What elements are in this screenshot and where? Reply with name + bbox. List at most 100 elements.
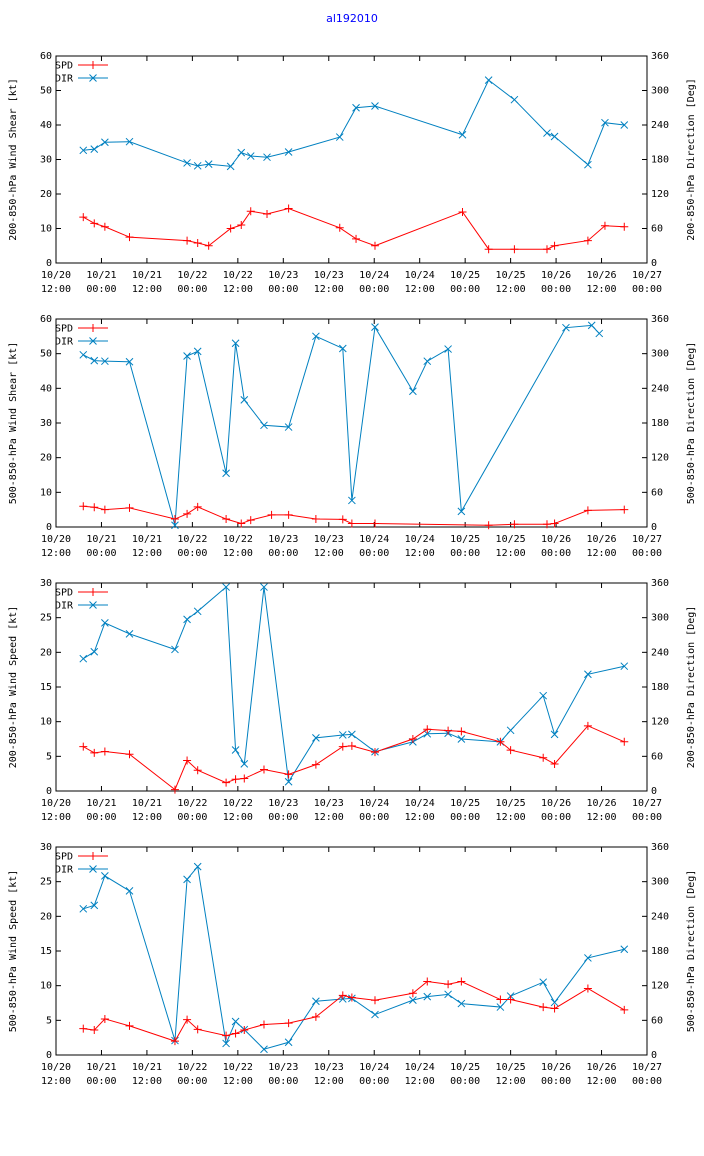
x-tick-label-time: 12:00: [132, 1076, 162, 1087]
data-point-spd: [193, 766, 202, 775]
x-tick-label-date: 10/26: [541, 270, 571, 281]
data-point-spd: [231, 775, 240, 784]
data-point-spd: [542, 520, 551, 529]
y-tick-label-left: 15: [40, 682, 52, 693]
x-tick-label-date: 10/24: [359, 1062, 389, 1073]
y-tick-label-left: 25: [40, 613, 52, 624]
data-point-spd: [600, 221, 609, 230]
data-point-spd: [620, 505, 629, 514]
x-tick-label-time: 12:00: [496, 548, 526, 559]
data-point-spd: [370, 748, 379, 757]
y-tick-label-left: 25: [40, 877, 52, 888]
y-tick-label-right: 60: [651, 487, 663, 498]
data-point-spd: [510, 520, 519, 529]
data-point-dir: [226, 162, 235, 171]
data-point-dir: [125, 629, 134, 638]
data-point-dir: [423, 992, 432, 1001]
x-tick-label-date: 10/22: [177, 270, 207, 281]
data-point-spd: [444, 726, 453, 735]
x-tick-label-date: 10/26: [541, 798, 571, 809]
legend-label-dir: DIR: [55, 74, 74, 85]
y-tick-label-right: 300: [651, 613, 669, 624]
data-point-dir: [312, 332, 320, 341]
data-point-spd: [259, 765, 268, 774]
x-tick-label-date: 10/25: [496, 798, 526, 809]
x-tick-label-time: 12:00: [314, 1076, 344, 1087]
data-point-spd: [170, 515, 179, 524]
y-tick-label-left: 50: [40, 349, 52, 360]
x-tick-label-date: 10/21: [132, 534, 162, 545]
x-tick-label-date: 10/27: [632, 798, 662, 809]
data-point-spd: [125, 503, 134, 512]
data-point-dir: [222, 469, 230, 478]
series-line-dir: [83, 324, 600, 526]
y-tick-label-right: 120: [651, 453, 669, 464]
series-spd: [79, 502, 629, 530]
legend-label-dir: DIR: [55, 865, 74, 876]
data-point-spd: [496, 737, 505, 746]
y-tick-label-left: 5: [46, 1015, 52, 1026]
x-tick-label-time: 00:00: [177, 284, 207, 295]
x-tick-label-date: 10/23: [314, 798, 344, 809]
data-point-spd: [284, 1019, 293, 1028]
data-point-spd: [222, 778, 231, 787]
y-axis-label-right: 500-850-hPa Direction [Deg]: [686, 870, 697, 1033]
x-tick-label-date: 10/25: [450, 798, 480, 809]
x-tick-label-date: 10/25: [496, 270, 526, 281]
data-point-dir: [193, 607, 202, 616]
x-tick-label-time: 12:00: [314, 812, 344, 823]
data-point-dir: [222, 1039, 230, 1048]
data-point-dir: [79, 350, 88, 359]
y-tick-label-right: 180: [651, 418, 669, 429]
x-tick-label-time: 00:00: [268, 812, 298, 823]
data-point-spd: [338, 515, 347, 524]
data-point-dir: [352, 103, 360, 112]
data-point-dir: [183, 352, 191, 360]
x-tick-label-time: 00:00: [177, 548, 207, 559]
x-tick-label-time: 12:00: [41, 284, 71, 295]
data-point-spd: [170, 785, 179, 794]
x-tick-label-time: 12:00: [132, 548, 162, 559]
series-dir: [79, 76, 629, 171]
data-point-spd: [90, 1026, 99, 1035]
y-tick-label-left: 40: [40, 120, 52, 131]
data-point-dir: [457, 999, 466, 1008]
data-point-spd: [370, 996, 379, 1005]
data-point-spd: [423, 725, 432, 734]
data-point-dir: [260, 421, 268, 430]
x-tick-label-time: 12:00: [223, 548, 253, 559]
legend-marker-dir: [89, 74, 97, 82]
y-tick-label-left: 20: [40, 647, 52, 658]
data-point-spd: [352, 234, 361, 243]
y-tick-label-left: 20: [40, 911, 52, 922]
legend-label-spd: SPD: [55, 852, 73, 863]
data-point-dir: [423, 357, 432, 366]
data-point-dir: [444, 345, 452, 353]
x-tick-label-time: 12:00: [314, 548, 344, 559]
y-tick-label-left: 0: [46, 786, 52, 797]
x-tick-label-date: 10/24: [359, 798, 389, 809]
y-tick-label-right: 180: [651, 682, 669, 693]
data-point-spd: [311, 515, 320, 524]
y-tick-label-right: 360: [651, 578, 669, 589]
data-point-spd: [620, 1005, 629, 1014]
data-point-spd: [408, 735, 417, 743]
x-tick-label-date: 10/20: [41, 1062, 71, 1073]
data-point-dir: [90, 901, 99, 910]
x-tick-label-date: 10/25: [496, 1062, 526, 1073]
x-tick-label-date: 10/25: [496, 534, 526, 545]
x-tick-label-time: 00:00: [541, 284, 571, 295]
data-point-spd: [550, 519, 559, 528]
data-point-spd: [583, 506, 592, 515]
x-tick-label-time: 00:00: [450, 1076, 480, 1087]
data-point-spd: [347, 519, 356, 528]
data-point-dir: [550, 132, 559, 141]
data-point-spd: [311, 1012, 320, 1021]
x-tick-label-date: 10/21: [86, 798, 116, 809]
y-tick-label-left: 5: [46, 751, 52, 762]
data-point-spd: [539, 753, 548, 762]
x-tick-label-time: 12:00: [223, 812, 253, 823]
data-point-spd: [79, 742, 88, 751]
data-point-dir: [312, 733, 320, 742]
y-axis-label-left: 500-850-hPa Wind Shear [kt]: [8, 342, 19, 505]
